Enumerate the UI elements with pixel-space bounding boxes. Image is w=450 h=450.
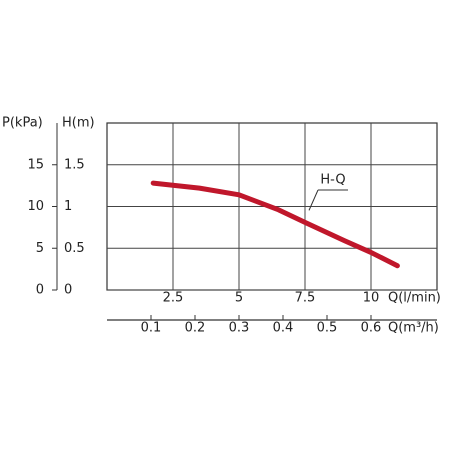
- y2-tick-label: 0: [64, 283, 72, 298]
- y-tick-label: 0: [36, 283, 44, 298]
- y-tick-label: 5: [36, 241, 44, 256]
- x-axis-title: Q(l/min): [388, 291, 441, 306]
- y2-axis-title: H(m): [62, 116, 95, 131]
- x2-tick-label: 0.4: [273, 321, 294, 336]
- x2-tick-label: 0.1: [141, 321, 162, 336]
- x-tick-label: 10: [363, 291, 380, 306]
- x-tick-label: 7.5: [295, 291, 316, 306]
- y2-tick-label: 1.5: [64, 157, 85, 172]
- y2-tick-label: 1: [64, 199, 72, 214]
- y2-tick-label: 0.5: [64, 241, 85, 256]
- y-axis-title: P(kPa): [2, 116, 43, 131]
- x2-tick-label: 0.5: [317, 321, 338, 336]
- x2-tick-label: 0.6: [361, 321, 382, 336]
- x2-axis-title: Q(m³/h): [388, 321, 439, 336]
- x-tick-label: 5: [235, 291, 243, 306]
- series-line: [150, 180, 400, 269]
- x2-tick-label: 0.3: [229, 321, 250, 336]
- x2-tick-label: 0.2: [185, 321, 206, 336]
- annotation-leader: [308, 189, 319, 211]
- y-tick-label: 15: [27, 157, 44, 172]
- series-label: H-Q: [320, 173, 345, 188]
- y-tick-label: 10: [27, 199, 44, 214]
- x-tick-label: 2.5: [163, 291, 184, 306]
